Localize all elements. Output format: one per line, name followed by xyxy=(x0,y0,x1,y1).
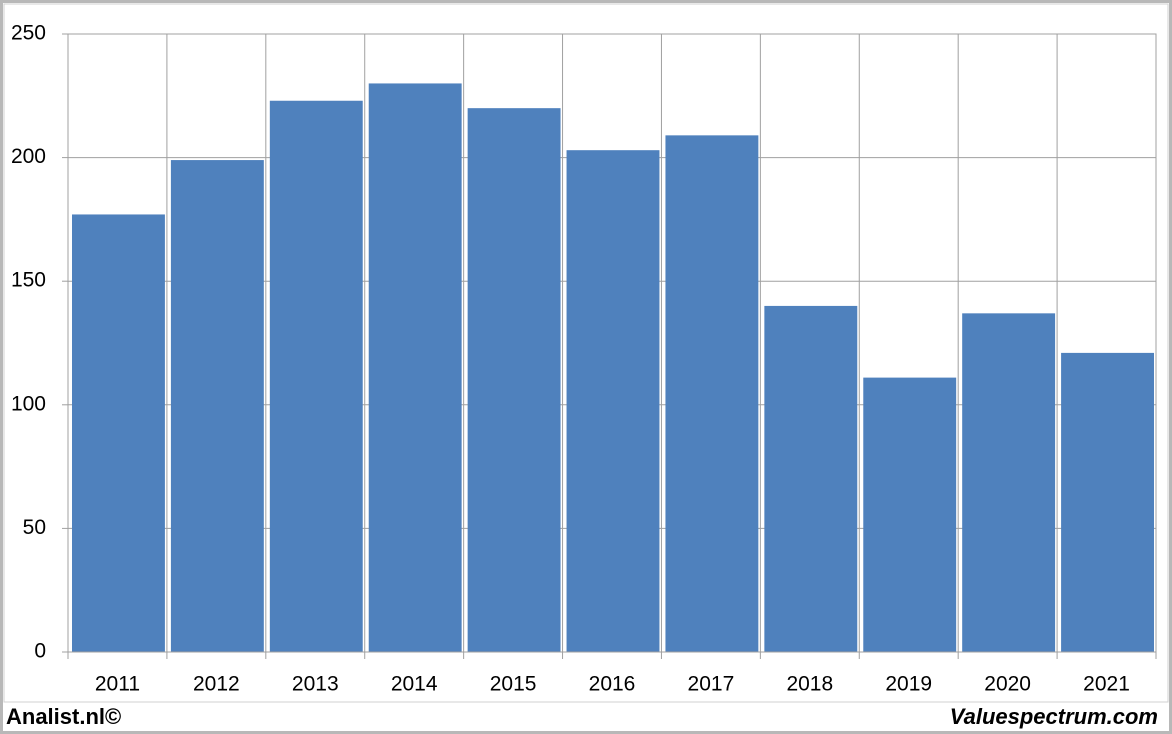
x-tick-label: 2016 xyxy=(589,673,636,696)
bar xyxy=(566,150,660,652)
bar xyxy=(467,108,561,652)
bar xyxy=(764,305,858,652)
inner-frame xyxy=(3,3,1169,703)
y-tick-label: 250 xyxy=(11,22,46,45)
y-tick-label: 150 xyxy=(11,269,46,292)
bar xyxy=(269,100,363,652)
y-tick-label: 200 xyxy=(11,145,46,168)
x-tick-label: 2020 xyxy=(984,673,1031,696)
y-tick-label: 50 xyxy=(23,516,46,539)
x-tick-label: 2014 xyxy=(391,673,438,696)
bar xyxy=(665,135,759,653)
y-tick-label: 100 xyxy=(11,392,46,415)
bar xyxy=(72,214,165,652)
bar xyxy=(962,313,1056,652)
bar xyxy=(170,160,264,652)
footer-left: Analist.nl© xyxy=(6,704,121,729)
x-tick-label: 2013 xyxy=(292,673,339,696)
footer-right: Valuespectrum.com xyxy=(950,704,1158,729)
bar xyxy=(863,377,957,652)
x-tick-label: 2019 xyxy=(885,673,932,696)
x-tick-label: 2018 xyxy=(786,673,833,696)
bar xyxy=(1061,352,1154,652)
x-tick-label: 2015 xyxy=(490,673,537,696)
x-tick-label: 2011 xyxy=(95,673,140,696)
x-tick-label: 2021 xyxy=(1083,673,1130,696)
x-tick-label: 2012 xyxy=(193,673,240,696)
x-tick-label: 2017 xyxy=(688,673,735,696)
bar xyxy=(368,83,462,652)
y-tick-label: 0 xyxy=(34,640,46,663)
